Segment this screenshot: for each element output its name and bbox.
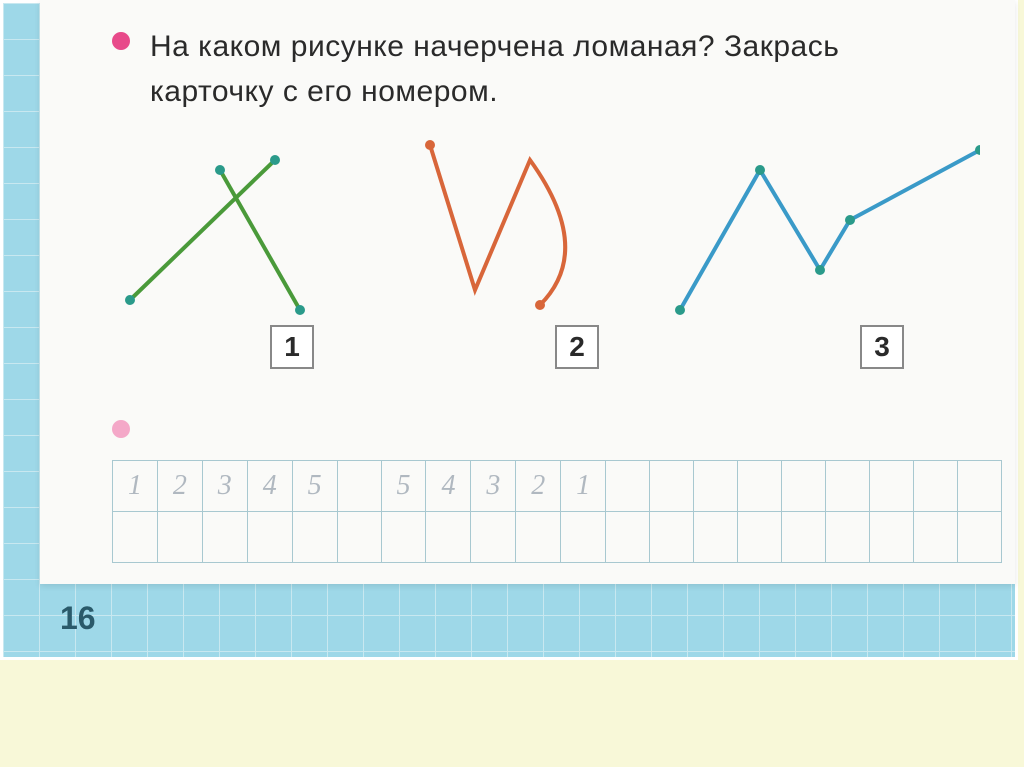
writing-grid: 1234554321 [112,460,1002,560]
writing-cell [426,512,471,563]
fig1-line2 [220,170,300,310]
figure-3 [675,145,980,315]
writing-cell [606,461,650,512]
writing-table: 1234554321 [112,460,1002,563]
writing-cell [113,512,158,563]
fig3-dot [675,305,685,315]
writing-cell [913,512,957,563]
writing-cell [869,512,913,563]
writing-cell [738,461,782,512]
writing-cell: 3 [471,461,516,512]
writing-cell [957,512,1001,563]
figures-svg [100,130,980,330]
page-number: 16 [60,600,96,637]
writing-cell [957,461,1001,512]
writing-cell [694,461,738,512]
fig1-dot [215,165,225,175]
fig1-dot [270,155,280,165]
paper-area: На каком рисунке начерчена ломаная? Закр… [40,0,1015,584]
writing-cell [471,512,516,563]
writing-cell: 2 [157,461,202,512]
writing-cell: 5 [381,461,426,512]
page-root: На каком рисунке начерчена ломаная? Закр… [0,0,1024,767]
figure-2 [425,140,565,310]
writing-cell [202,512,247,563]
fig1-dot [125,295,135,305]
figure-1 [125,155,305,315]
writing-cell [606,512,650,563]
card-2[interactable]: 2 [555,325,599,369]
writing-cell: 3 [202,461,247,512]
writing-cell [781,461,825,512]
fig3-polyline [680,150,980,310]
writing-cell: 2 [516,461,561,512]
writing-cell [516,512,561,563]
writing-cell [650,512,694,563]
writing-cell [913,461,957,512]
fig1-dot [295,305,305,315]
writing-cell [825,461,869,512]
writing-cell [561,512,606,563]
fig3-dot [815,265,825,275]
writing-cell [650,461,694,512]
fig3-dot [845,215,855,225]
writing-cell: 5 [292,461,337,512]
question-text: На каком рисунке начерчена ломаная? Закр… [150,24,985,114]
writing-cell [157,512,202,563]
bullet-1 [112,32,130,50]
writing-cell [694,512,738,563]
writing-cell [337,461,381,512]
writing-cell: 4 [426,461,471,512]
writing-cell [825,512,869,563]
writing-cell: 1 [561,461,606,512]
fig2-dot [535,300,545,310]
writing-cell [738,512,782,563]
writing-cell: 1 [113,461,158,512]
writing-cell [292,512,337,563]
writing-cell: 4 [247,461,292,512]
figures-area: 1 2 3 [100,130,980,350]
writing-cell [337,512,381,563]
writing-cell [781,512,825,563]
card-1[interactable]: 1 [270,325,314,369]
bullet-2 [112,420,130,438]
fig2-path [430,145,565,305]
fig3-dot [755,165,765,175]
writing-cell [869,461,913,512]
writing-cell [247,512,292,563]
question-line1: На каком рисунке начерчена ломаная? Закр… [150,30,839,63]
fig2-dot [425,140,435,150]
card-3[interactable]: 3 [860,325,904,369]
question-line2: карточку с его номером. [150,75,498,108]
writing-cell [381,512,426,563]
